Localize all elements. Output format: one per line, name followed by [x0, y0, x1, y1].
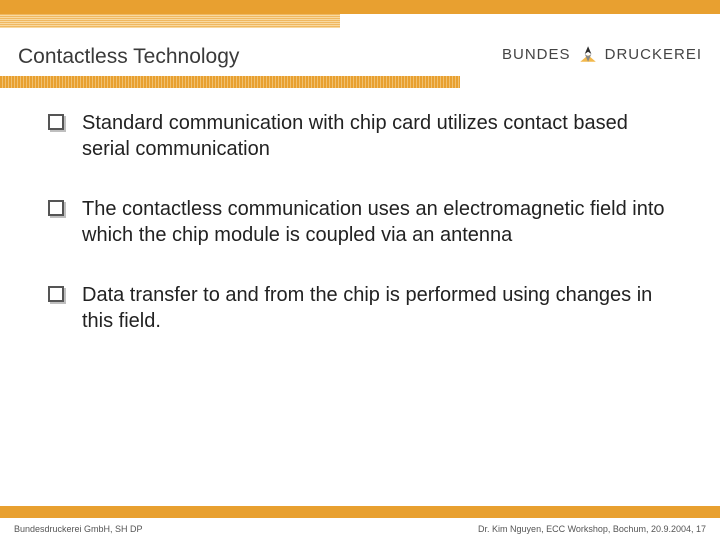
bullet-text: Data transfer to and from the chip is pe…: [82, 282, 672, 334]
slide-title-bar: Contactless Technology: [14, 38, 454, 76]
footer-accent-stripe: [0, 506, 720, 518]
title-underline: [0, 76, 460, 88]
logo-text-right: DRUCKEREI: [605, 46, 702, 63]
list-item: The contactless communication uses an el…: [48, 196, 672, 248]
bullet-text: The contactless communication uses an el…: [82, 196, 672, 248]
brand-logo: BUNDES DRUCKEREI: [502, 30, 702, 78]
bullet-text: Standard communication with chip card ut…: [82, 110, 672, 162]
footer-left-text: Bundesdruckerei GmbH, SH DP: [14, 524, 143, 534]
footer-right-text: Dr. Kim Nguyen, ECC Workshop, Bochum, 20…: [478, 524, 706, 534]
eagle-icon: [577, 37, 599, 71]
top-accent-stripe: [0, 0, 720, 14]
list-item: Data transfer to and from the chip is pe…: [48, 282, 672, 334]
slide-title: Contactless Technology: [14, 45, 239, 69]
list-item: Standard communication with chip card ut…: [48, 110, 672, 162]
checkbox-bullet-icon: [48, 286, 64, 302]
top-hatch-stripe: [0, 14, 340, 28]
checkbox-bullet-icon: [48, 114, 64, 130]
checkbox-bullet-icon: [48, 200, 64, 216]
content-area: Standard communication with chip card ut…: [48, 110, 672, 368]
logo-text-left: BUNDES: [502, 46, 571, 63]
